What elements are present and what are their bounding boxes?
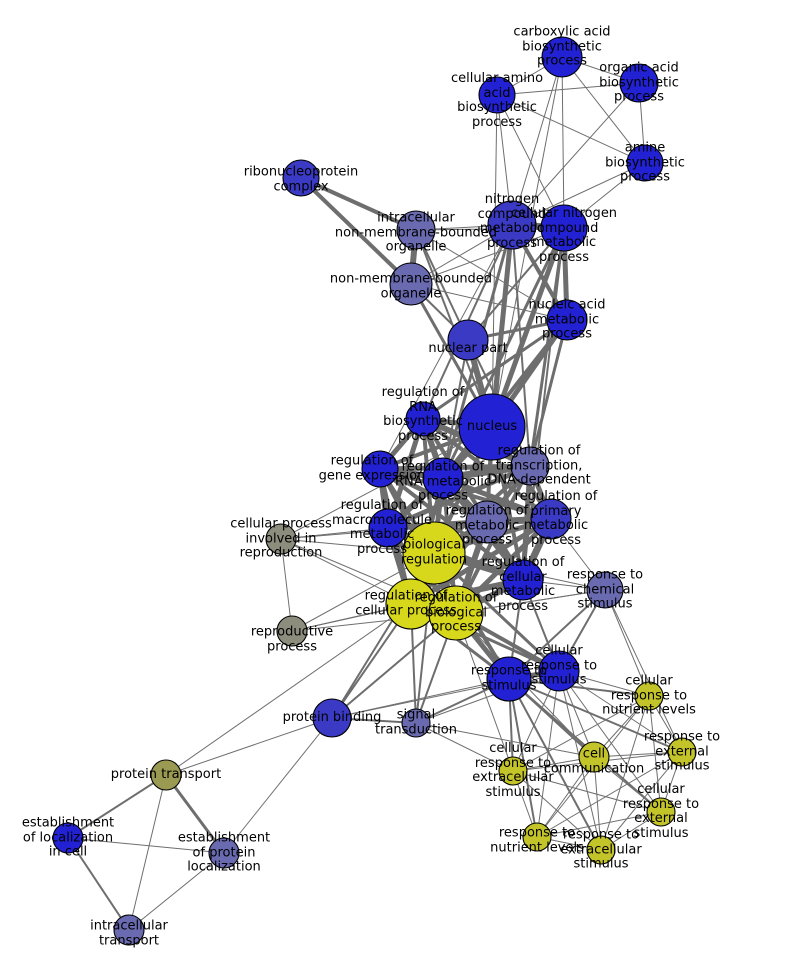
- node-regulation-of-cellular-metabolic-process[interactable]: [502, 559, 544, 601]
- network-edge: [600, 751, 683, 851]
- node-establishment-of-localization-in-cell[interactable]: [52, 822, 84, 854]
- node-non-membrane-bounded-organelle[interactable]: [389, 262, 433, 306]
- network-edge: [536, 751, 683, 838]
- node-regulation-of-macromolecule-metabolic-process[interactable]: [368, 508, 408, 548]
- network-edge: [415, 229, 568, 321]
- node-response-to-chemical-stimulus[interactable]: [586, 571, 624, 609]
- node-cell-communication[interactable]: [578, 741, 610, 773]
- node-regulation-of-transcription-dna-dependent[interactable]: [510, 446, 550, 486]
- network-edge: [379, 224, 513, 470]
- node-regulation-of-primary-metabolic-process[interactable]: [530, 498, 572, 540]
- node-regulation-of-metabolic-process[interactable]: [465, 500, 509, 544]
- node-regulation-of-cellular-process[interactable]: [385, 578, 437, 630]
- node-response-to-nutrient-levels[interactable]: [522, 822, 552, 852]
- node-cellular-process-involved-in-reproduction[interactable]: [265, 523, 297, 555]
- network-edge: [410, 227, 565, 285]
- network-edge: [378, 467, 553, 521]
- network-edge: [536, 811, 662, 838]
- network-edge: [299, 176, 413, 286]
- node-protein-binding[interactable]: [312, 698, 352, 738]
- network-edge: [512, 770, 662, 813]
- network-edge: [415, 722, 514, 772]
- network-edge: [512, 695, 650, 772]
- network-edge: [604, 589, 683, 753]
- node-ribonucleoprotein-complex[interactable]: [282, 159, 320, 197]
- node-response-to-extracellular-stimulus[interactable]: [586, 835, 616, 865]
- node-intracellular-transport[interactable]: [113, 914, 145, 946]
- network-edge: [528, 318, 569, 468]
- network-edge: [164, 773, 226, 855]
- node-signal-transduction[interactable]: [401, 708, 431, 738]
- edges-layer: [67, 56, 683, 931]
- node-reproductive-process[interactable]: [276, 615, 308, 647]
- node-protein-transport[interactable]: [150, 759, 182, 791]
- node-cellular-nitrogen-compound-metabolic-process[interactable]: [540, 204, 588, 252]
- network-edge: [561, 56, 565, 229]
- node-cellular-response-to-stimulus[interactable]: [538, 650, 580, 692]
- network-edge: [508, 678, 602, 851]
- network-edge: [522, 227, 565, 581]
- network-edge: [128, 774, 167, 931]
- node-regulation-of-rna-metabolic-process[interactable]: [422, 457, 464, 499]
- network-edge: [600, 695, 650, 851]
- network-edge: [67, 837, 225, 854]
- node-biological-regulation[interactable]: [402, 521, 466, 585]
- network-edge: [299, 176, 418, 232]
- network-edge: [422, 319, 568, 420]
- node-carboxylic-acid-biosynthetic-process[interactable]: [541, 36, 583, 78]
- node-amine-biosynthetic-process[interactable]: [626, 144, 664, 182]
- network-edge: [410, 283, 568, 321]
- network-edge: [491, 94, 498, 428]
- network-edge: [604, 589, 650, 697]
- node-establishment-of-protein-localization[interactable]: [208, 837, 240, 869]
- network-edge: [508, 678, 650, 697]
- network-edge: [558, 670, 662, 813]
- network-edge: [467, 227, 565, 341]
- network-edge: [512, 770, 602, 851]
- node-cellular-response-to-extracellular-stimulus[interactable]: [498, 756, 528, 786]
- network-edge: [165, 603, 412, 776]
- network-edge: [67, 774, 167, 839]
- network-edge: [223, 717, 333, 854]
- network-edge: [536, 756, 595, 838]
- network-edge: [67, 837, 130, 931]
- network-edge: [511, 82, 640, 226]
- node-nucleus[interactable]: [458, 393, 526, 461]
- network-edge: [508, 678, 538, 838]
- node-cellular-response-to-nutrient-levels[interactable]: [634, 681, 664, 711]
- network-edge: [128, 852, 225, 931]
- network-edge: [536, 670, 560, 838]
- network-edge: [415, 722, 595, 758]
- network-edge: [561, 56, 646, 164]
- node-nuclear-part[interactable]: [447, 319, 489, 361]
- network-edge: [165, 717, 333, 776]
- node-intracellular-non-membrane-bounded-organelle[interactable]: [396, 210, 436, 250]
- node-regulation-of-rna-biosynthetic-process[interactable]: [405, 401, 441, 437]
- network-edge: [496, 94, 646, 164]
- node-response-to-stimulus[interactable]: [486, 656, 532, 702]
- node-nitrogen-compound-metabolic-process[interactable]: [487, 200, 537, 250]
- network-edge: [486, 224, 513, 523]
- node-cellular-amino-acid-biosynthetic-process[interactable]: [478, 76, 516, 114]
- network-edge: [455, 612, 514, 772]
- network-edge: [415, 670, 560, 724]
- nodes-layer: [52, 36, 697, 946]
- node-nucleic-acid-metabolic-process[interactable]: [546, 299, 588, 341]
- node-response-to-external-stimulus[interactable]: [667, 737, 697, 767]
- network-edge: [511, 56, 563, 226]
- network-edge: [496, 82, 640, 96]
- node-regulation-of-gene-expression[interactable]: [361, 450, 399, 488]
- node-regulation-of-biological-process[interactable]: [428, 585, 484, 641]
- node-cellular-response-to-external-stimulus[interactable]: [646, 797, 676, 827]
- node-organic-acid-biosynthetic-process[interactable]: [619, 63, 659, 103]
